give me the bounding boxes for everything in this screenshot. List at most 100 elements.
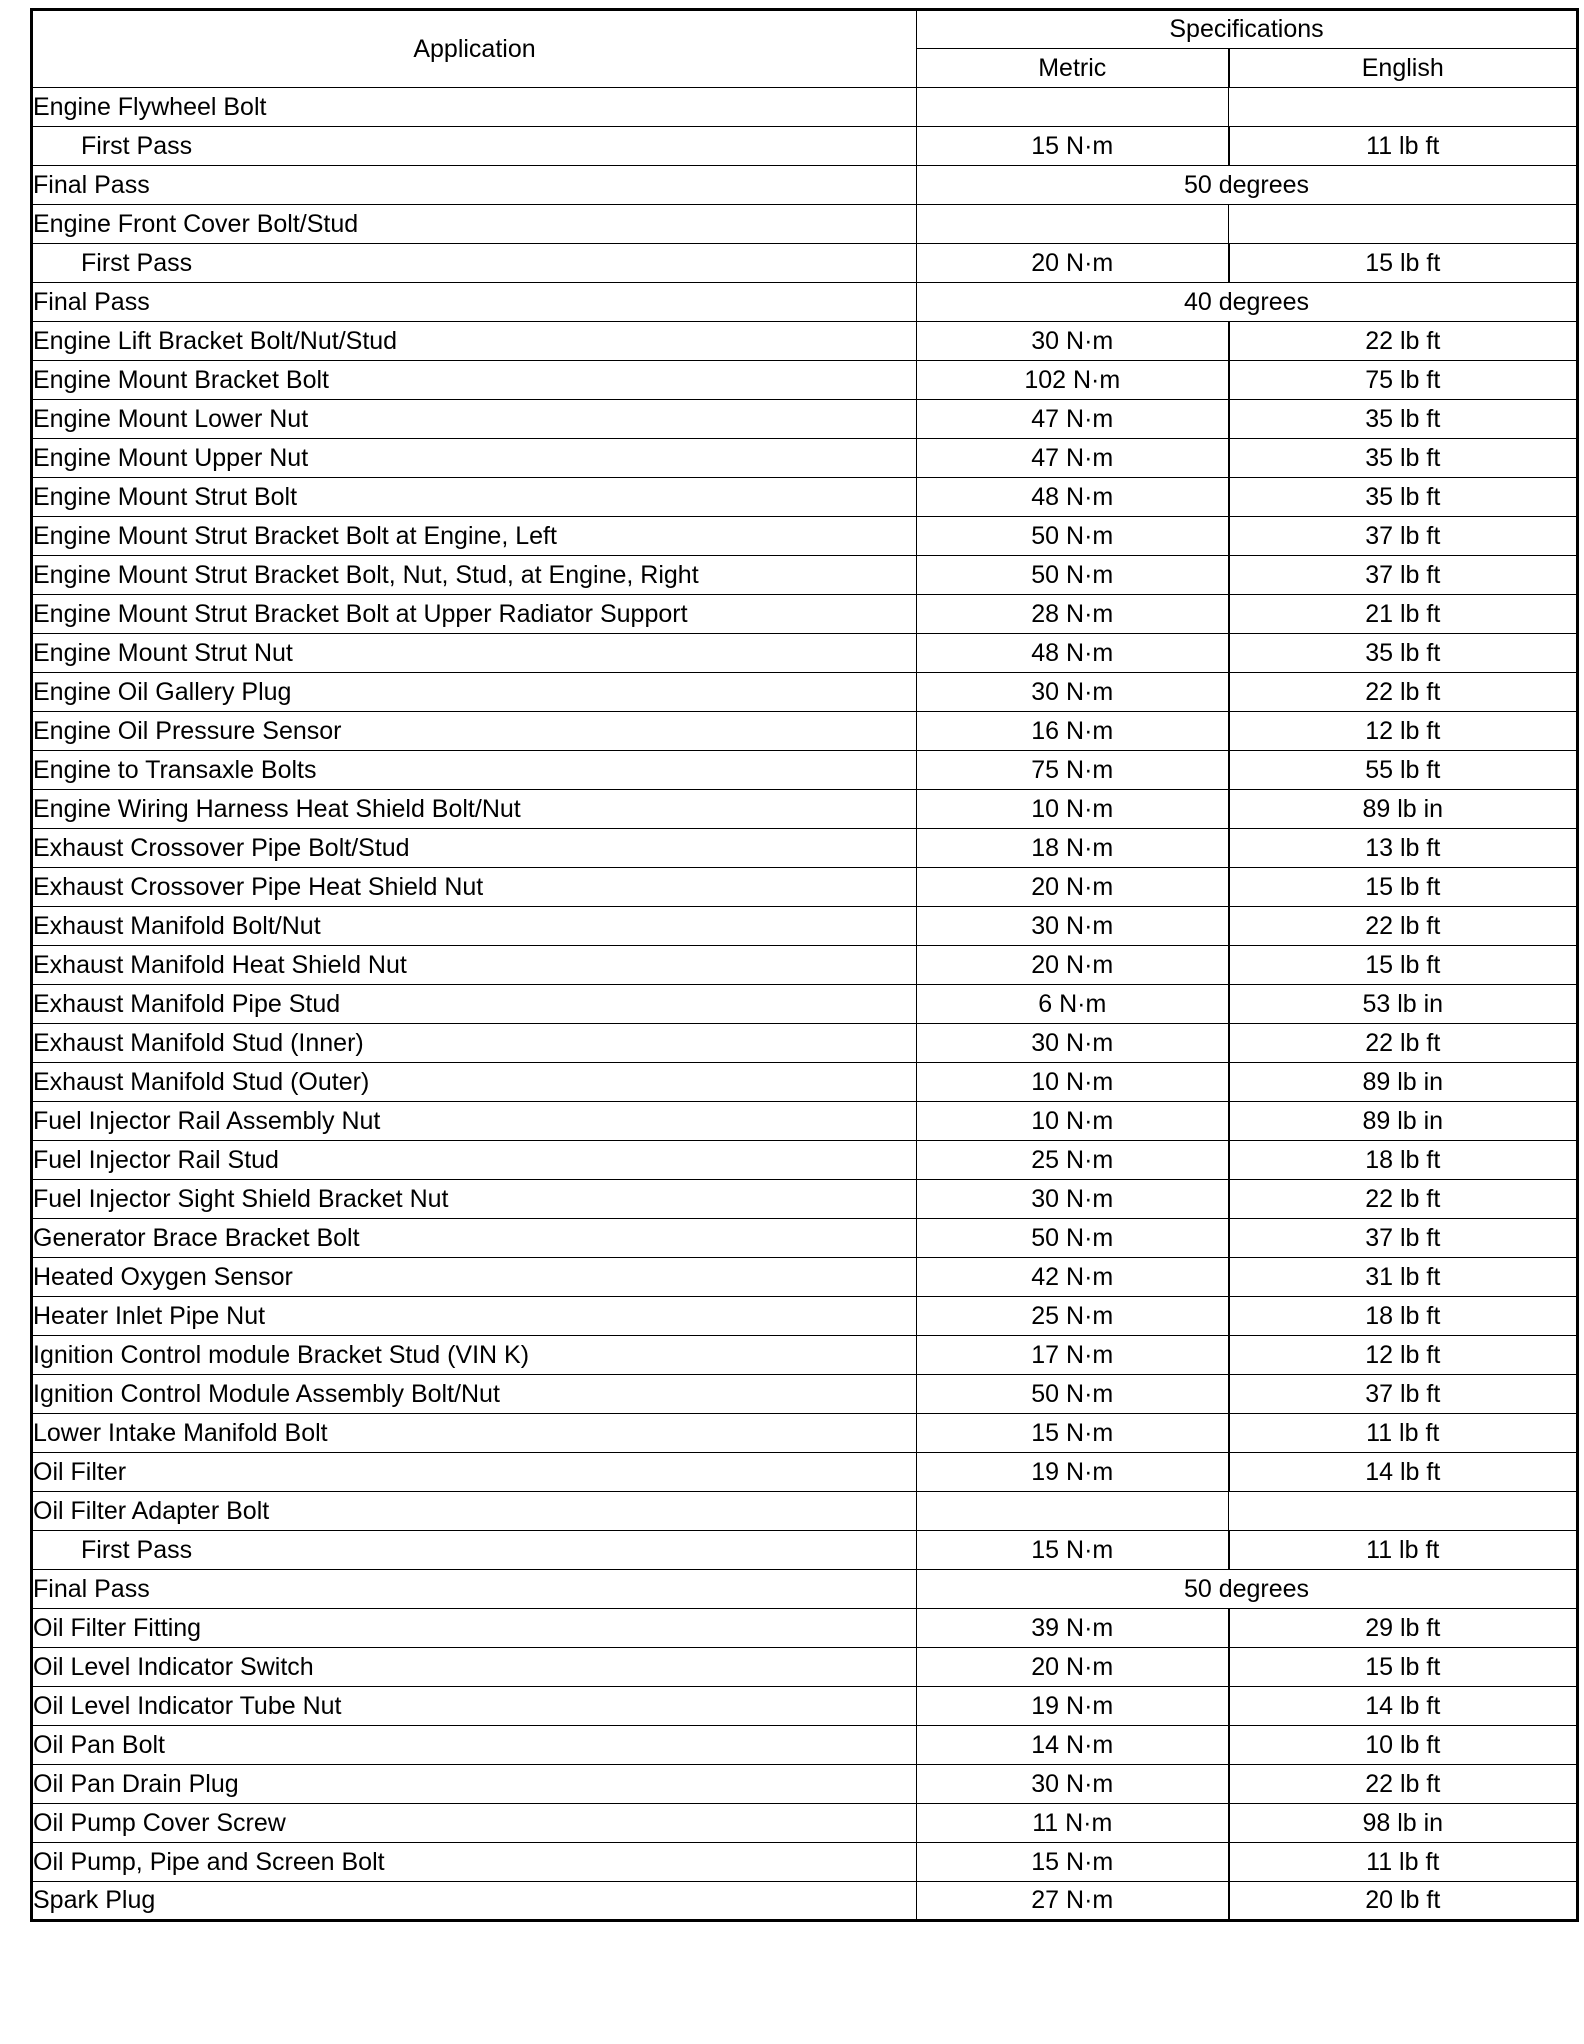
cell-metric: 50 N·m (916, 516, 1230, 556)
table-row: Exhaust Manifold Bolt/Nut 30 N·m 22 lb ft (31, 906, 1578, 946)
cell-application: Oil Pan Drain Plug (31, 1764, 917, 1804)
table-row: Engine Mount Upper Nut 47 N·m 35 lb ft (31, 438, 1578, 478)
table-row: Exhaust Manifold Heat Shield Nut 20 N·m 15… (31, 945, 1578, 985)
cell-specification-span: 50 degrees (916, 1569, 1578, 1609)
cell-english: 22 lb ft (1228, 1023, 1578, 1063)
table-row: Exhaust Manifold Stud (Outer) 10 N·m 89 lb… (31, 1062, 1578, 1102)
table-row: Final Pass 40 degrees (31, 282, 1578, 322)
cell-english: 22 lb ft (1228, 1179, 1578, 1219)
cell-english-empty (1228, 87, 1578, 127)
table-row: Oil Pan Drain Plug 30 N·m 22 lb ft (31, 1764, 1578, 1804)
cell-application: Exhaust Crossover Pipe Heat Shield Nut (31, 867, 917, 907)
cell-application: Engine Lift Bracket Bolt/Nut/Stud (31, 321, 917, 361)
cell-metric: 48 N·m (916, 633, 1230, 673)
cell-english: 15 lb ft (1228, 945, 1578, 985)
column-header-metric: Metric (916, 48, 1230, 88)
cell-english: 18 lb ft (1228, 1140, 1578, 1180)
cell-english: 37 lb ft (1228, 555, 1578, 595)
cell-application: Exhaust Crossover Pipe Bolt/Stud (31, 828, 917, 868)
cell-metric: 39 N·m (916, 1608, 1230, 1648)
cell-metric: 47 N·m (916, 438, 1230, 478)
cell-metric: 20 N·m (916, 1647, 1230, 1687)
cell-english-empty (1228, 1491, 1578, 1531)
cell-application: Ignition Control Module Assembly Bolt/Nu… (31, 1374, 917, 1414)
column-header-english: English (1228, 48, 1578, 88)
table-row: Engine Mount Strut Bracket Bolt, Nut, St… (31, 555, 1578, 595)
cell-application: Heated Oxygen Sensor (31, 1257, 917, 1297)
cell-english: 37 lb ft (1228, 1374, 1578, 1414)
table-row: Final Pass 50 degrees (31, 165, 1578, 205)
cell-english: 11 lb ft (1228, 1413, 1578, 1453)
table-row: First Pass 20 N·m 15 lb ft (31, 243, 1578, 283)
table-row: Oil Filter Fitting 39 N·m 29 lb ft (31, 1608, 1578, 1648)
table-row: Oil Level Indicator Tube Nut 19 N·m 14 lb … (31, 1686, 1578, 1726)
cell-english: 15 lb ft (1228, 867, 1578, 907)
cell-metric: 17 N·m (916, 1335, 1230, 1375)
cell-metric: 15 N·m (916, 1530, 1230, 1570)
cell-application: Fuel Injector Rail Stud (31, 1140, 917, 1180)
cell-application: Engine Flywheel Bolt (31, 87, 917, 127)
table-row: Generator Brace Bracket Bolt 50 N·m 37 lb … (31, 1218, 1578, 1258)
cell-application: Engine Front Cover Bolt/Stud (31, 204, 917, 244)
cell-english: 22 lb ft (1228, 1764, 1578, 1804)
table-row: Ignition Control Module Assembly Bolt/Nu… (31, 1374, 1578, 1414)
header-row-top: Application Specifications (31, 9, 1578, 88)
cell-application: Final Pass (31, 282, 917, 322)
cell-metric-empty (916, 1491, 1229, 1531)
cell-metric: 30 N·m (916, 672, 1230, 712)
column-header-specifications: Specifications (916, 9, 1578, 49)
cell-application: Engine Mount Strut Bracket Bolt at Engin… (31, 516, 917, 556)
cell-metric: 75 N·m (916, 750, 1230, 790)
cell-application: Final Pass (31, 165, 917, 205)
cell-application: Engine Mount Strut Bolt (31, 477, 917, 517)
cell-english: 35 lb ft (1228, 399, 1578, 439)
table-row: Oil Pump Cover Screw 11 N·m 98 lb in (31, 1803, 1578, 1843)
table-row: Engine to Transaxle Bolts 75 N·m 55 lb ft (31, 750, 1578, 790)
table-row: Engine Front Cover Bolt/Stud (31, 204, 1578, 244)
cell-english: 35 lb ft (1228, 477, 1578, 517)
cell-application: Oil Filter Fitting (31, 1608, 917, 1648)
cell-application: Exhaust Manifold Stud (Outer) (31, 1062, 917, 1102)
cell-metric: 47 N·m (916, 399, 1230, 439)
cell-application: Fuel Injector Sight Shield Bracket Nut (31, 1179, 917, 1219)
cell-english: 35 lb ft (1228, 633, 1578, 673)
cell-metric: 10 N·m (916, 1101, 1230, 1141)
cell-english: 11 lb ft (1228, 1530, 1578, 1570)
cell-metric: 50 N·m (916, 1218, 1230, 1258)
cell-metric-empty (916, 204, 1229, 244)
cell-english: 11 lb ft (1228, 1842, 1578, 1882)
cell-application: First Pass (31, 126, 917, 166)
cell-english: 98 lb in (1228, 1803, 1578, 1843)
cell-metric: 25 N·m (916, 1140, 1230, 1180)
cell-application: Engine Mount Upper Nut (31, 438, 917, 478)
table-row: Ignition Control module Bracket Stud (VI… (31, 1335, 1578, 1375)
cell-metric: 30 N·m (916, 1023, 1230, 1063)
table-row: Exhaust Crossover Pipe Bolt/Stud 18 N·m 13… (31, 828, 1578, 868)
table-row: Engine Mount Strut Bracket Bolt at Upper… (31, 594, 1578, 634)
cell-metric: 27 N·m (916, 1881, 1230, 1921)
cell-metric: 15 N·m (916, 1842, 1230, 1882)
table-row: First Pass 15 N·m 11 lb ft (31, 1530, 1578, 1570)
cell-application: Ignition Control module Bracket Stud (VI… (31, 1335, 917, 1375)
cell-specification-span: 50 degrees (916, 165, 1578, 205)
cell-metric: 28 N·m (916, 594, 1230, 634)
cell-application: First Pass (31, 1530, 917, 1570)
table-row: First Pass 15 N·m 11 lb ft (31, 126, 1578, 166)
cell-application: Spark Plug (31, 1881, 917, 1921)
table-row: Oil Filter Adapter Bolt (31, 1491, 1578, 1531)
cell-english: 37 lb ft (1228, 1218, 1578, 1258)
table-row: Engine Flywheel Bolt (31, 87, 1578, 127)
cell-metric: 19 N·m (916, 1452, 1230, 1492)
torque-specifications-table: Application Specifications Metric Englis… (30, 8, 1579, 1922)
cell-english: 22 lb ft (1228, 321, 1578, 361)
cell-application: Oil Level Indicator Tube Nut (31, 1686, 917, 1726)
cell-metric-empty (916, 87, 1229, 127)
cell-metric: 20 N·m (916, 867, 1230, 907)
cell-application: Engine Mount Lower Nut (31, 399, 917, 439)
table-row: Engine Wiring Harness Heat Shield Bolt/N… (31, 789, 1578, 829)
cell-english-empty (1228, 204, 1578, 244)
cell-english: 14 lb ft (1228, 1452, 1578, 1492)
cell-application: Exhaust Manifold Stud (Inner) (31, 1023, 917, 1063)
cell-application: Oil Level Indicator Switch (31, 1647, 917, 1687)
cell-metric: 50 N·m (916, 555, 1230, 595)
